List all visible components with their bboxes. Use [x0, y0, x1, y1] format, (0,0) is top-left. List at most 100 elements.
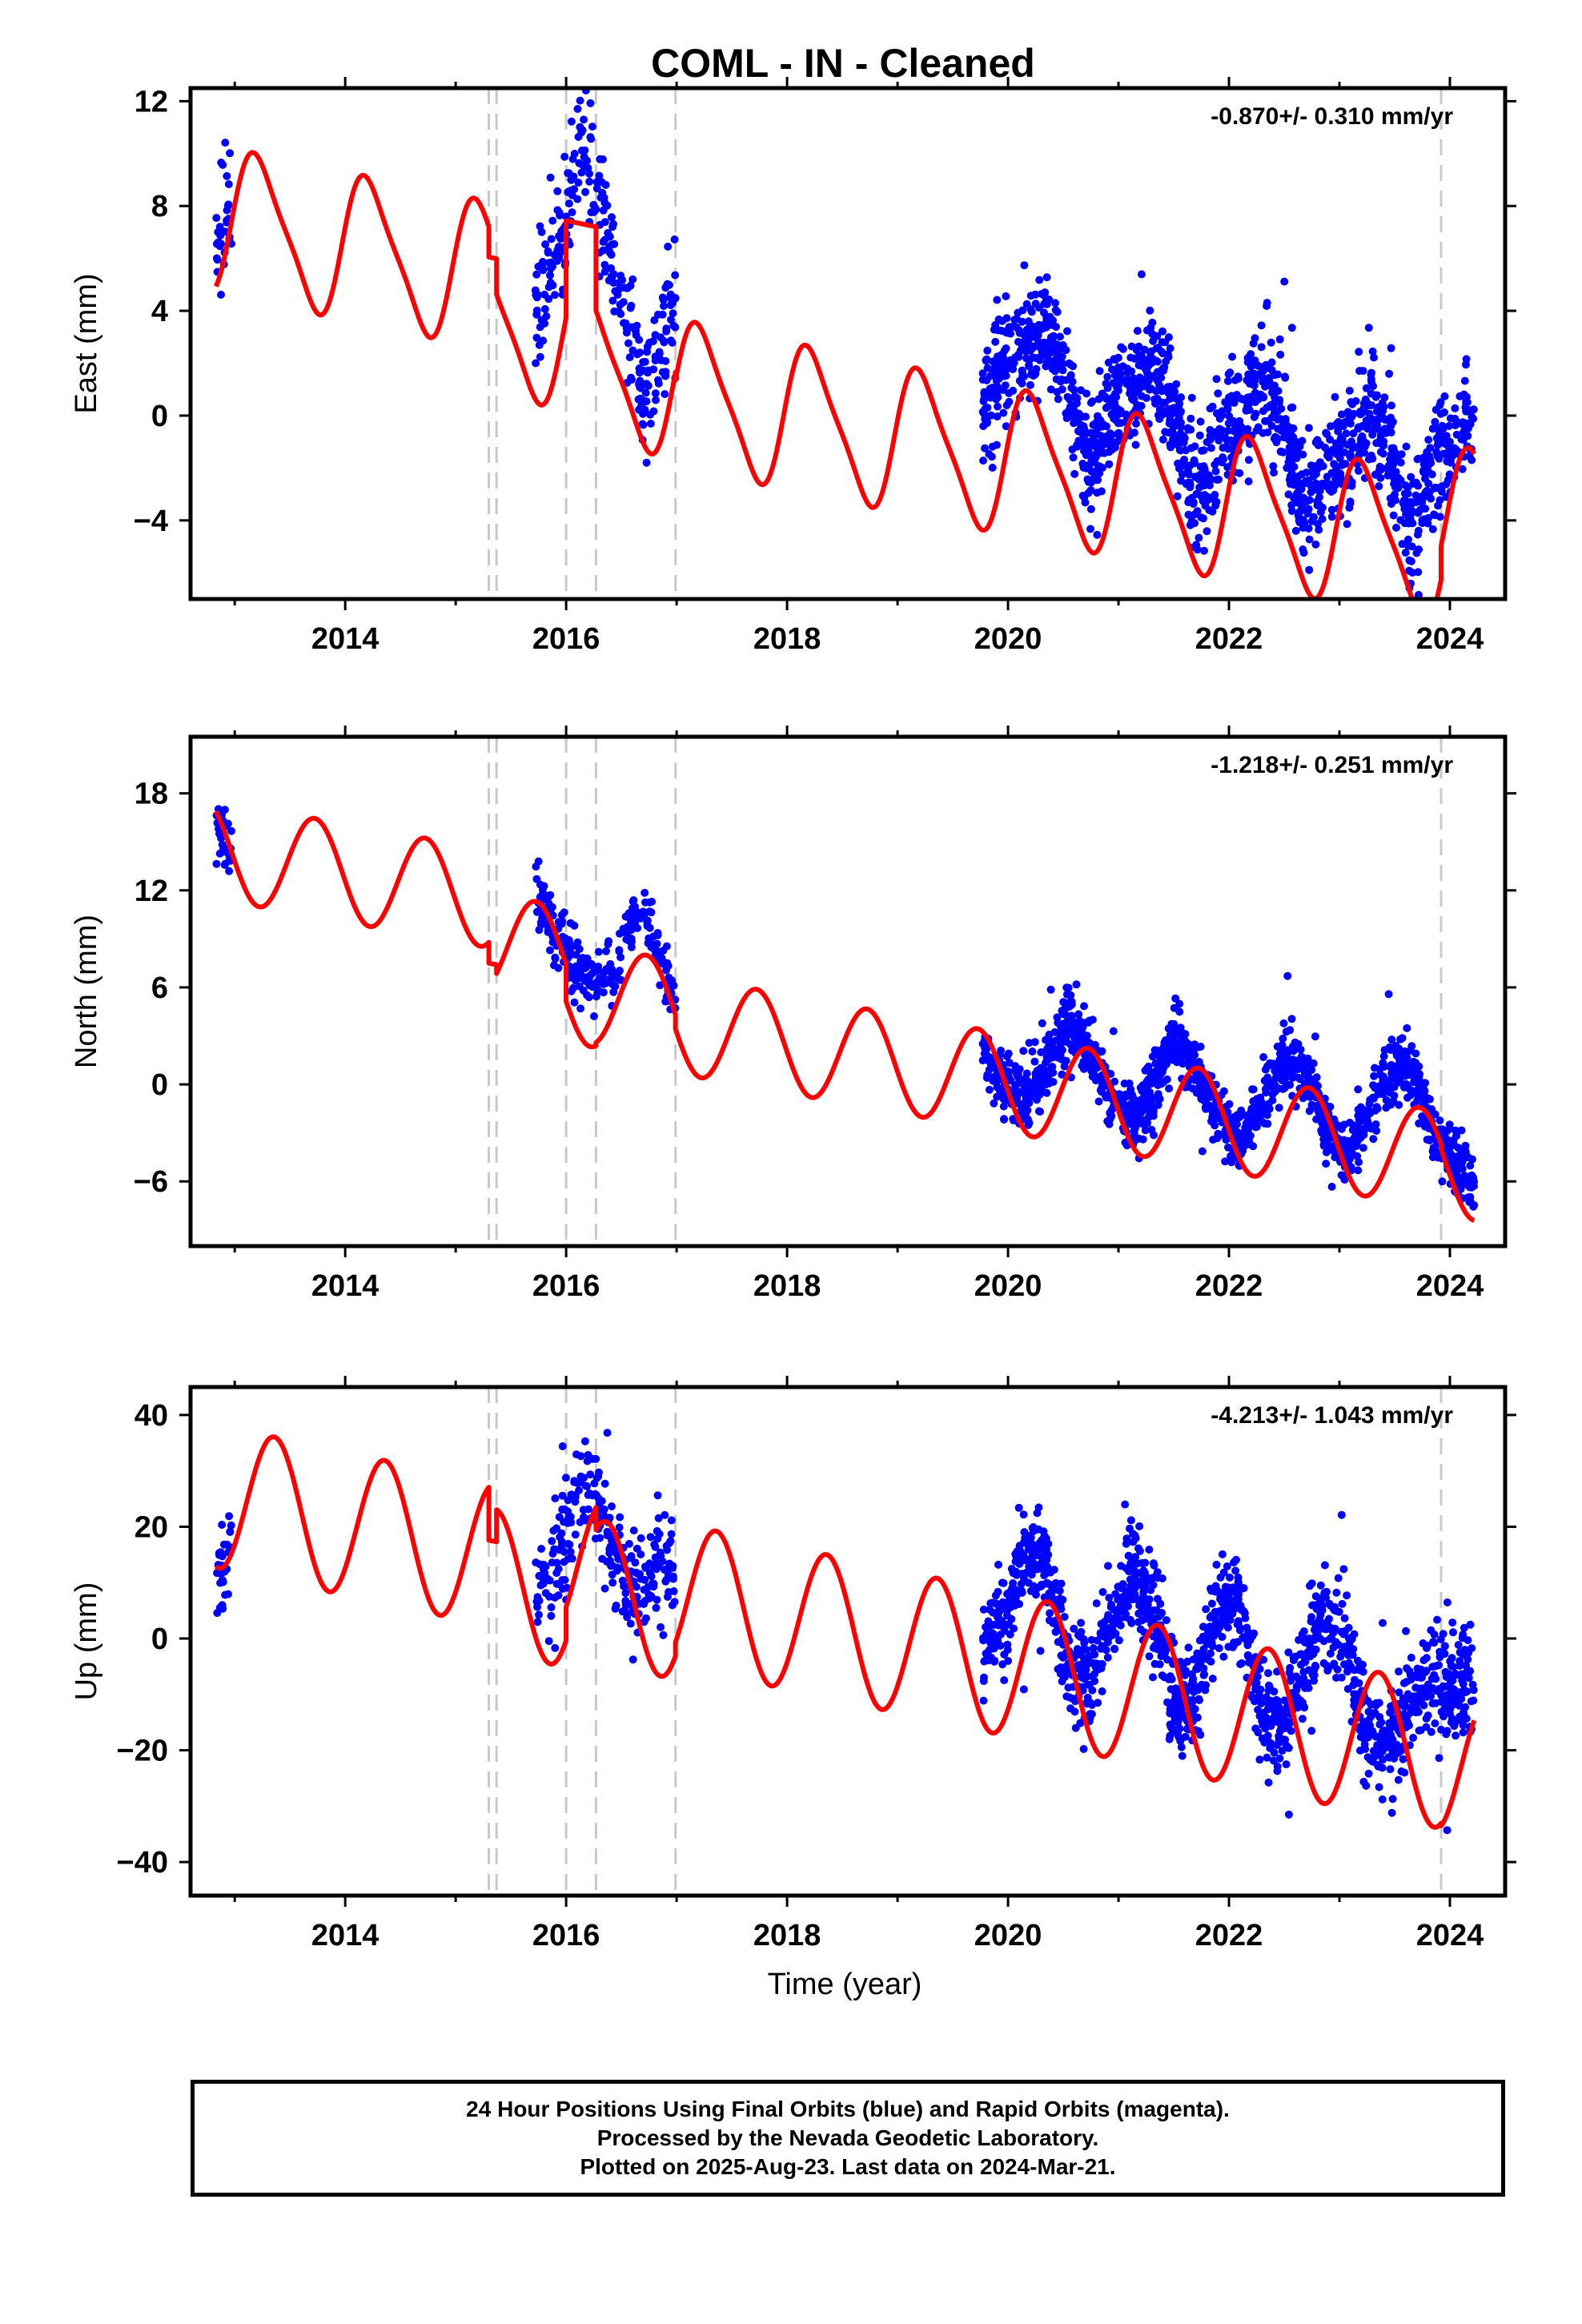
data-point: [1427, 1626, 1435, 1634]
data-point: [1066, 360, 1074, 369]
data-point: [1093, 412, 1102, 420]
data-point: [1293, 447, 1302, 456]
data-point: [1130, 395, 1138, 404]
data-point: [1460, 376, 1469, 385]
data-point: [1070, 417, 1078, 426]
data-point: [1241, 1614, 1250, 1622]
data-point: [1378, 412, 1387, 421]
data-point: [621, 1589, 630, 1598]
data-point: [1265, 377, 1274, 386]
data-point: [1180, 456, 1189, 464]
data-point: [226, 149, 235, 158]
data-point: [1287, 507, 1296, 515]
data-point: [1331, 475, 1340, 484]
data-point: [581, 1482, 590, 1490]
data-point: [978, 376, 987, 384]
data-point: [1226, 368, 1235, 377]
data-point: [1384, 990, 1393, 999]
data-point: [538, 259, 546, 268]
data-point: [1419, 1087, 1427, 1096]
data-point: [636, 1534, 645, 1542]
data-point: [1407, 510, 1415, 519]
data-point: [597, 1497, 606, 1506]
data-point: [1396, 458, 1405, 467]
data-point: [535, 1610, 543, 1619]
data-point: [1170, 1019, 1178, 1028]
data-point: [1122, 1092, 1131, 1101]
data-point: [1031, 369, 1040, 378]
data-point: [536, 352, 544, 361]
data-point: [1066, 999, 1074, 1007]
data-point: [1263, 1062, 1271, 1071]
data-point: [613, 291, 622, 300]
data-point: [584, 993, 593, 1002]
x-tick-label: 2016: [532, 1269, 600, 1303]
data-point: [1061, 1005, 1069, 1014]
data-point: [1166, 1043, 1174, 1052]
x-tick-labels: 2014 2016 2018 2020 2022 2024: [311, 1269, 1484, 1303]
data-point: [564, 1496, 572, 1505]
data-point: [534, 857, 543, 866]
data-point: [660, 302, 668, 311]
data-point: [1270, 468, 1278, 477]
data-point: [1372, 439, 1381, 448]
data-point: [532, 270, 541, 279]
data-point: [1405, 556, 1414, 565]
data-point: [1031, 300, 1040, 308]
data-point: [580, 1513, 588, 1522]
data-point: [1025, 362, 1034, 371]
data-point: [648, 898, 656, 906]
data-point: [1355, 348, 1363, 356]
data-point: [1141, 1126, 1150, 1135]
data-point: [1187, 393, 1196, 402]
data-point: [218, 1601, 227, 1610]
data-point: [553, 206, 562, 215]
data-point: [1174, 403, 1183, 412]
data-point: [983, 1071, 992, 1080]
data-point: [647, 908, 656, 917]
data-point: [1396, 1035, 1405, 1043]
data-point: [1171, 994, 1180, 1003]
data-point: [1218, 407, 1227, 416]
data-point: [1376, 448, 1385, 456]
data-point: [1276, 350, 1285, 359]
data-point: [1367, 370, 1375, 379]
data-point: [1114, 380, 1123, 389]
data-point: [1203, 527, 1211, 536]
data-point: [641, 898, 649, 907]
data-point: [594, 1472, 603, 1481]
data-point: [1087, 1635, 1096, 1644]
data-point: [1083, 444, 1092, 452]
data-point: [1313, 436, 1322, 444]
y-tick-label: 8: [151, 190, 168, 223]
data-point: [1381, 424, 1389, 433]
data-point: [669, 309, 677, 318]
data-point: [1144, 1078, 1153, 1087]
data-point: [1166, 344, 1174, 352]
data-point: [1294, 481, 1302, 490]
data-point: [1014, 1503, 1023, 1512]
data-point: [1028, 344, 1037, 352]
data-point: [1402, 442, 1411, 451]
data-point: [1392, 523, 1400, 532]
data-point: [607, 272, 616, 281]
data-point: [652, 396, 661, 404]
data-point: [656, 1622, 665, 1631]
data-point: [1399, 1679, 1408, 1687]
data-point: [1331, 392, 1339, 401]
data-point: [1385, 1043, 1394, 1051]
data-point: [1206, 481, 1214, 490]
panel-frame: [188, 86, 1508, 601]
data-point: [1275, 1104, 1283, 1112]
data-point: [635, 336, 644, 344]
data-point: [1267, 421, 1276, 430]
data-point: [1221, 398, 1230, 407]
data-point: [1095, 367, 1104, 376]
data-point: [1315, 525, 1323, 534]
data-point: [1199, 497, 1207, 505]
data-point: [626, 281, 635, 290]
data-point: [1074, 436, 1083, 445]
data-point: [580, 1437, 589, 1445]
data-point: [1265, 1104, 1274, 1113]
data-point: [1407, 1042, 1416, 1051]
